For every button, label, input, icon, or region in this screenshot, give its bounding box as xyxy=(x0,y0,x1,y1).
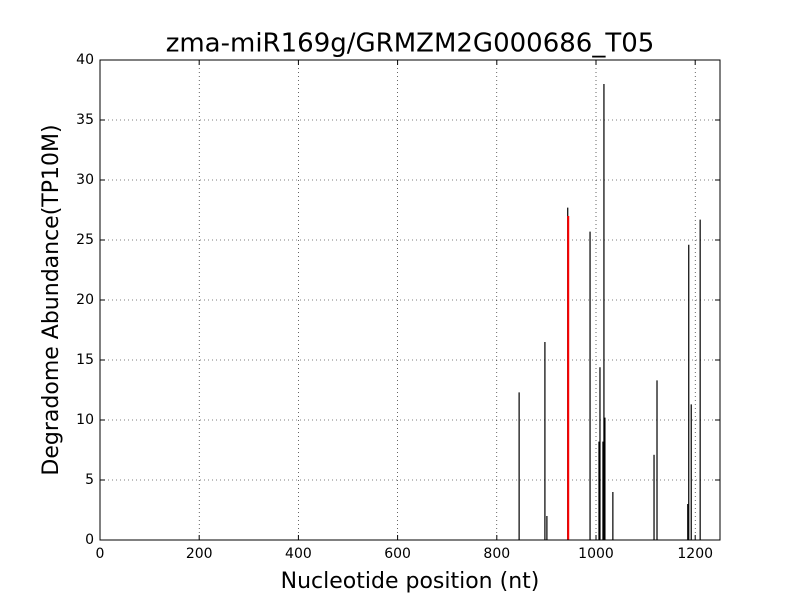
y-tick-label: 40 xyxy=(76,52,94,68)
x-tick-label: 1000 xyxy=(578,546,614,562)
x-tick-label: 400 xyxy=(285,546,312,562)
y-tick-label: 35 xyxy=(76,112,94,128)
x-tick-label: 600 xyxy=(384,546,411,562)
x-tick-label: 0 xyxy=(96,546,105,562)
x-axis-label: Nucleotide position (nt) xyxy=(281,569,540,594)
y-tick-label: 5 xyxy=(85,472,94,488)
y-axis-label: Degradome Abundance(TP10M) xyxy=(39,124,64,475)
y-tick-label: 20 xyxy=(76,292,94,308)
y-tick-label: 30 xyxy=(76,172,94,188)
y-tick-label: 15 xyxy=(76,352,94,368)
plot-frame xyxy=(99,59,721,541)
chart-title: zma-miR169g/GRMZM2G000686_T05 xyxy=(166,29,655,59)
x-tick-label: 200 xyxy=(186,546,213,562)
x-tick-label: 1200 xyxy=(677,546,713,562)
x-tick-label: 800 xyxy=(483,546,510,562)
y-tick-label: 25 xyxy=(76,232,94,248)
y-tick-label: 0 xyxy=(85,532,94,548)
y-tick-label: 10 xyxy=(76,412,94,428)
